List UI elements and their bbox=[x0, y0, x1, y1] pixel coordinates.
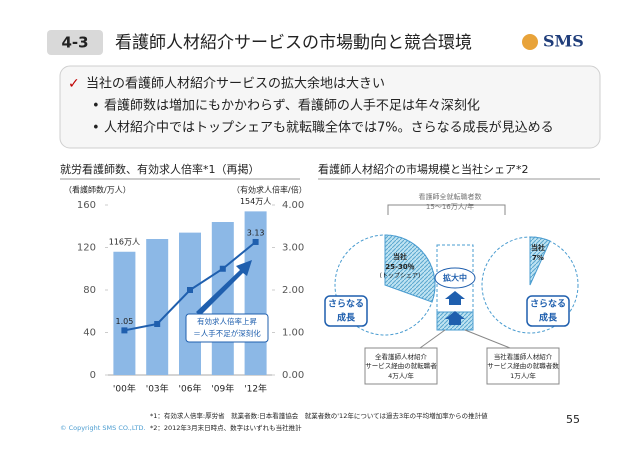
bar bbox=[113, 251, 136, 375]
chart-title: 就労看護師数、有効求人倍率*1（再掲） bbox=[60, 162, 260, 176]
share: 当社 bbox=[531, 243, 545, 252]
callout-text: 1万人/年 bbox=[510, 371, 536, 380]
total: 15～16万人/年 bbox=[426, 202, 474, 211]
marker bbox=[252, 238, 259, 245]
expanding: 拡大中 bbox=[443, 273, 467, 283]
title: 看護師人材紹介サービスの市場動向と競合環境 bbox=[115, 33, 472, 53]
bullet-dot: • bbox=[92, 99, 100, 114]
marker bbox=[154, 321, 161, 327]
footnote: *1：有効求人倍率:厚労省 就業者数:日本看護協会 就業者数の'12年については… bbox=[150, 411, 488, 420]
share: 当社 bbox=[393, 252, 407, 261]
y-tick-label: 160 bbox=[77, 200, 96, 211]
growth: さらなる bbox=[328, 299, 364, 310]
footnote: *2：2012年3月末日時点、数字はいずれも当社推計 bbox=[150, 423, 302, 432]
growth: さらなる bbox=[530, 299, 566, 310]
growth-box bbox=[324, 295, 368, 327]
share: 7% bbox=[532, 254, 544, 262]
y2-label: （有効求人倍率/倍） bbox=[232, 185, 307, 195]
bullet-dot: • bbox=[92, 121, 100, 136]
annotation: ＝人手不足が深刻化 bbox=[193, 328, 261, 338]
section: 4-3 bbox=[61, 34, 88, 52]
bar bbox=[179, 232, 201, 375]
summary-box bbox=[59, 65, 601, 149]
connector bbox=[419, 329, 446, 349]
y2-tick-label: 4.00 bbox=[282, 200, 304, 211]
callout-text: 全看護師人材紹介 bbox=[375, 352, 428, 361]
x-tick-label: '03年 bbox=[146, 383, 169, 395]
copyright: © Copyright SMS CO.,LTD. bbox=[60, 424, 146, 432]
y-tick-label: 80 bbox=[83, 285, 96, 296]
bullet: 人材紹介中ではトップシェアも就転職全体では7%。さらなる成長が見込める bbox=[104, 120, 554, 136]
y-tick-label: 120 bbox=[77, 243, 96, 254]
y-tick-label: 40 bbox=[83, 328, 96, 339]
callout-text: サービス経由の就転職者 bbox=[365, 361, 437, 370]
arrow bbox=[445, 311, 465, 325]
section-box bbox=[47, 30, 103, 55]
callout-text: 4万人/年 bbox=[388, 371, 414, 380]
x-tick-label: '09年 bbox=[211, 383, 234, 395]
growth: 成長 bbox=[539, 312, 558, 324]
callout bbox=[364, 347, 438, 385]
total: 看護師全就転職者数 bbox=[419, 192, 482, 201]
arrow bbox=[445, 291, 465, 305]
bullet: 看護師数は増加にもかかわらず、看護師の人手不足は年々深刻化 bbox=[104, 98, 480, 114]
data-label: 3.13 bbox=[247, 228, 265, 237]
logo-icon bbox=[522, 34, 538, 50]
bar bbox=[146, 239, 169, 375]
y2-tick-label: 0.00 bbox=[282, 370, 304, 381]
headline: 当社の看護師人材紹介サービスの拡大余地は大きい bbox=[86, 76, 385, 92]
annotation-box bbox=[185, 313, 269, 343]
x-tick-label: '00年 bbox=[113, 383, 136, 395]
logo: SMS bbox=[543, 32, 584, 51]
pie-share bbox=[384, 234, 436, 303]
y2-tick-label: 1.00 bbox=[282, 328, 304, 339]
callout bbox=[486, 347, 560, 385]
callout-text: サービス経由の就職者数 bbox=[487, 361, 559, 370]
y2-tick-label: 2.00 bbox=[282, 285, 304, 296]
diagram bbox=[324, 204, 579, 385]
bracket bbox=[387, 204, 506, 215]
growth-box bbox=[526, 295, 570, 327]
pie-share bbox=[529, 236, 551, 286]
connector bbox=[464, 329, 511, 349]
marker bbox=[187, 287, 193, 293]
diagram-title: 看護師人材紹介の市場規模と当社シェア*2 bbox=[318, 162, 529, 176]
check: ✓ bbox=[68, 76, 80, 92]
data-label: 154万人 bbox=[240, 197, 271, 206]
marker bbox=[219, 265, 226, 272]
y-tick-label: 0 bbox=[90, 370, 96, 381]
x-tick-label: '12年 bbox=[244, 383, 267, 395]
arrow bbox=[196, 260, 252, 316]
callout-text: 当社看護師人材紹介 bbox=[494, 352, 553, 361]
share: 25-30％ bbox=[385, 263, 414, 271]
oval bbox=[434, 267, 476, 289]
y-label: （看護師数/万人） bbox=[64, 185, 131, 195]
x-tick-label: '06年 bbox=[179, 383, 202, 395]
share: (トップシェア) bbox=[380, 273, 421, 280]
growth: 成長 bbox=[337, 312, 356, 324]
page-number: 55 bbox=[566, 413, 580, 426]
data-label: 1.05 bbox=[115, 317, 133, 326]
annotation: 有効求人倍率上昇 bbox=[197, 316, 257, 326]
data-label: 116万人 bbox=[109, 237, 140, 246]
y2-tick-label: 3.00 bbox=[282, 243, 304, 254]
marker bbox=[121, 327, 128, 334]
